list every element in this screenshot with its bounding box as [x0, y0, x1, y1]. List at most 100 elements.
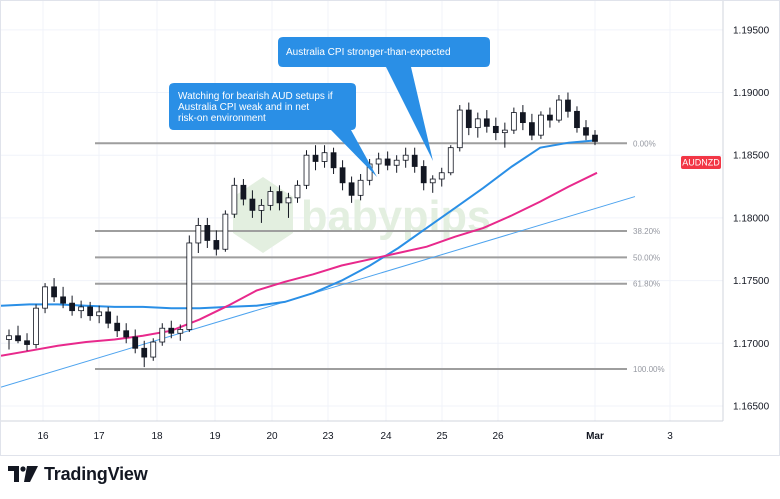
candle-body: [583, 127, 589, 136]
candle-body: [357, 179, 364, 196]
candle-body: [339, 167, 346, 184]
candle: [456, 105, 463, 152]
callout-bearish-aud: Watching for bearish AUD setups if Austr…: [169, 83, 377, 177]
candle: [258, 199, 265, 223]
candle: [465, 102, 472, 136]
candle: [24, 333, 30, 351]
candle: [348, 176, 355, 203]
y-tick-label: 1.16500: [733, 401, 770, 412]
candle-body: [402, 154, 409, 161]
candle: [339, 160, 346, 191]
candle-body: [24, 340, 30, 345]
x-tick-label: 18: [151, 431, 163, 442]
candle-body: [501, 129, 508, 134]
callout-cpi-strong-bubble: [278, 37, 490, 161]
fibonacci-levels: 0.00% 38.20% 50.00% 61.80% 100.00%: [95, 139, 665, 374]
candle: [547, 107, 553, 128]
callout-bearish-aud-bubble: [169, 83, 377, 177]
candle-body: [6, 335, 12, 340]
candle-body: [249, 198, 256, 211]
fib-label: 0.00%: [633, 139, 656, 148]
x-tick-label: 26: [492, 431, 504, 442]
candle: [592, 130, 598, 146]
candle: [249, 190, 256, 218]
candle-body: [456, 109, 463, 149]
y-tick-label: 1.17500: [733, 276, 770, 287]
candle-body: [375, 158, 382, 165]
candle-body: [276, 191, 283, 204]
candle-body: [294, 184, 301, 199]
candle: [222, 210, 229, 252]
candle: [96, 305, 103, 324]
callout-bearish-aud-line-3: risk-on environment: [178, 113, 266, 124]
candle-body: [474, 118, 481, 129]
candle: [492, 117, 499, 141]
candle: [556, 95, 562, 123]
candle-body: [105, 311, 112, 324]
candle: [267, 186, 274, 211]
candle: [159, 323, 166, 346]
last-price-symbol: AUDNZD: [682, 158, 720, 168]
x-tick-label: 20: [266, 431, 278, 442]
candle-body: [438, 172, 445, 180]
y-tick-label: 1.18500: [733, 151, 770, 162]
candle-body: [429, 178, 436, 184]
candle-body: [15, 335, 21, 342]
candle: [438, 167, 445, 187]
candle-body: [177, 329, 184, 334]
candle: [294, 180, 301, 203]
candle-body: [420, 166, 427, 184]
tradingview-logo-wordmark: TradingView: [44, 463, 148, 484]
candle: [177, 324, 184, 341]
candle: [51, 278, 57, 302]
candle-body: [285, 197, 292, 204]
candle-body: [538, 114, 544, 136]
x-tick-label: 19: [209, 431, 221, 442]
candle: [42, 283, 48, 314]
candle-body: [556, 99, 562, 121]
candle-body: [411, 154, 418, 167]
candle-body: [483, 118, 490, 127]
candle: [60, 286, 66, 309]
candle: [87, 301, 94, 321]
candle: [123, 323, 130, 344]
x-tick-label: 25: [436, 431, 448, 442]
candle-body: [159, 327, 166, 343]
candle: [303, 150, 310, 190]
candle: [69, 295, 75, 316]
candle: [195, 217, 202, 253]
tradingview-logo: TradingView: [8, 462, 148, 486]
candle: [574, 106, 580, 133]
candle: [483, 110, 490, 133]
candle-body: [213, 240, 220, 250]
fib-label: 100.00%: [633, 365, 665, 374]
candle-body: [321, 152, 328, 162]
candle-body: [141, 347, 148, 358]
candle-body: [348, 182, 355, 196]
last-price-badge-bg: [681, 156, 721, 169]
candle: [519, 105, 526, 131]
candle-body: [547, 114, 553, 121]
chart-frame: babypips 0.00% 38.20% 50.00% 61.80% 100.00% …: [0, 0, 780, 456]
candle-body: [33, 307, 39, 345]
candle-body: [123, 330, 130, 338]
x-tick-label: 17: [93, 431, 105, 442]
candle: [474, 112, 481, 138]
candle-body: [51, 286, 57, 298]
x-tick-label: 23: [322, 431, 334, 442]
watermark-text: babypips: [301, 192, 491, 241]
candle-body: [195, 225, 202, 244]
candle-body: [384, 158, 391, 166]
candle: [132, 329, 139, 354]
last-price-badge: AUDNZD: [681, 156, 721, 169]
tradingview-logo-mark: [8, 466, 38, 482]
candle-body: [465, 109, 472, 129]
candle-body: [240, 184, 247, 200]
candle-body: [69, 302, 75, 312]
candle: [375, 152, 382, 175]
candle-body: [592, 134, 598, 142]
callout-cpi-strong-line-1: Australia CPI stronger-than-expected: [286, 47, 451, 58]
candle: [321, 145, 328, 168]
callout-cpi-strong: Australia CPI stronger-than-expected: [278, 37, 490, 161]
chart-canvas[interactable]: babypips 0.00%38.20%50.00%61.80%100.00% …: [1, 1, 780, 457]
